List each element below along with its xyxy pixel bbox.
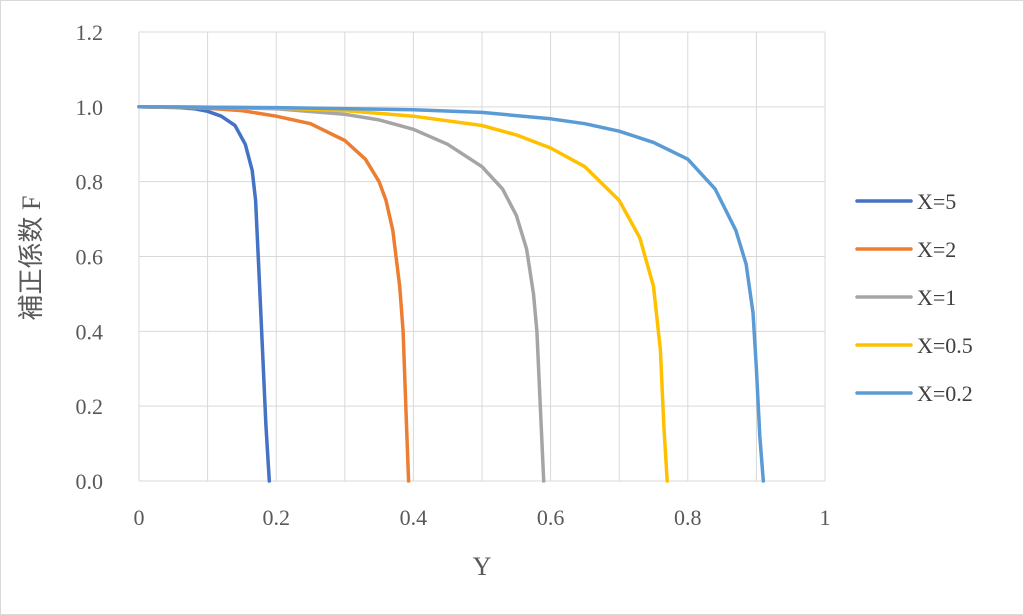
legend-label: X=0.5 bbox=[917, 333, 973, 358]
y-tick-label: 0.6 bbox=[76, 245, 104, 270]
legend-label: X=0.2 bbox=[917, 381, 973, 406]
legend-label: X=2 bbox=[917, 237, 956, 262]
series-line-x-2 bbox=[137, 105, 411, 483]
x-tick-label: 0.8 bbox=[674, 505, 702, 530]
grid-lines bbox=[138, 31, 826, 482]
y-tick-label: 1.0 bbox=[76, 95, 104, 120]
series-lines bbox=[137, 105, 766, 483]
x-tick-labels: 0 0.2 0.4 0.6 0.8 1 bbox=[134, 505, 831, 530]
y-tick-label: 0.4 bbox=[76, 319, 104, 344]
x-tick-label: 0.4 bbox=[400, 505, 428, 530]
y-tick-label: 0.8 bbox=[76, 170, 104, 195]
x-tick-label: 0.6 bbox=[537, 505, 565, 530]
legend-label: X=1 bbox=[917, 285, 956, 310]
x-tick-label: 0.2 bbox=[262, 505, 290, 530]
y-tick-labels: 0.0 0.2 0.4 0.6 0.8 1.0 1.2 bbox=[76, 20, 104, 494]
series-line-x-5 bbox=[137, 105, 272, 483]
series-line-x-0-5 bbox=[137, 105, 669, 483]
legend-label: X=5 bbox=[917, 189, 956, 214]
y-axis-title: 補正係数 F bbox=[17, 196, 46, 321]
y-tick-label: 1.2 bbox=[76, 20, 104, 45]
y-tick-label: 0.2 bbox=[76, 394, 104, 419]
legend: X=5 X=2 X=1 X=0.5 X=0.2 bbox=[855, 189, 973, 406]
series-line-x-0-2 bbox=[137, 105, 766, 483]
x-axis-title: Y bbox=[473, 552, 492, 581]
x-tick-label: 0 bbox=[134, 505, 145, 530]
y-tick-label: 0.0 bbox=[76, 469, 104, 494]
series-line-x-1 bbox=[137, 105, 546, 483]
x-tick-label: 1 bbox=[820, 505, 831, 530]
